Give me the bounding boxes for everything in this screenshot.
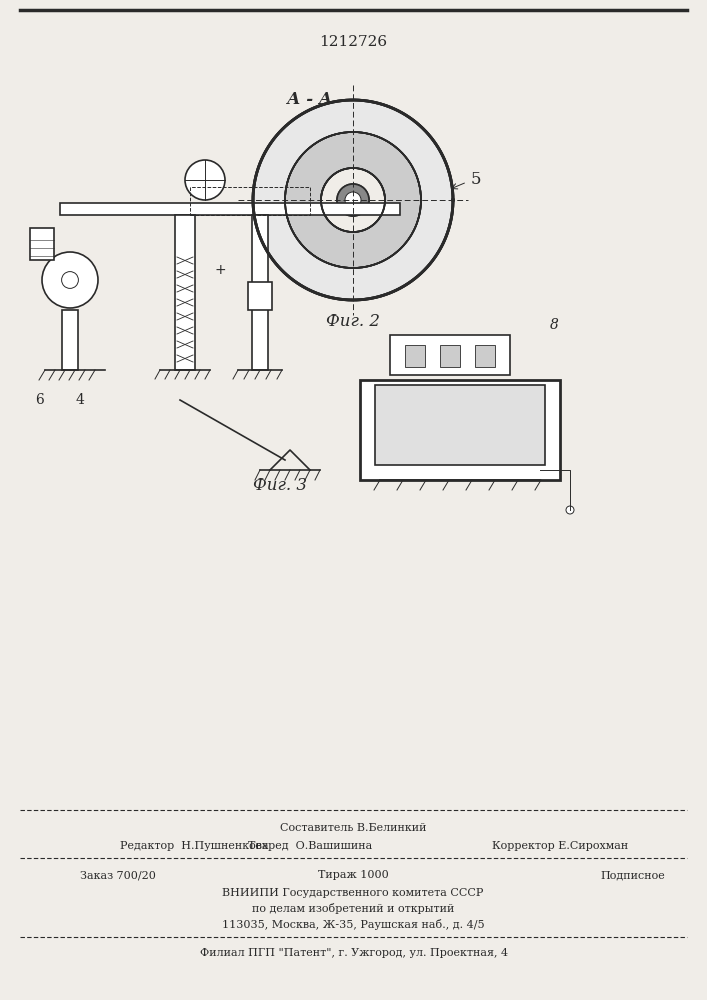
Circle shape [337,184,369,216]
Circle shape [185,160,225,200]
Bar [375,385,545,465]
Circle shape [337,184,369,216]
Text: 8: 8 [550,318,559,332]
Text: Техред  О.Вашишина: Техред О.Вашишина [248,841,372,851]
Text: 6: 6 [35,393,45,407]
Bar [440,345,460,367]
Bar [248,282,272,310]
Text: 1212726: 1212726 [319,35,387,49]
Text: 113035, Москва, Ж-35, Раушская наб., д. 4/5: 113035, Москва, Ж-35, Раушская наб., д. … [222,920,484,930]
Bar [30,228,54,260]
Bar [475,345,495,367]
Text: Тираж 1000: Тираж 1000 [317,870,388,880]
Bar [252,215,268,370]
Circle shape [345,192,361,208]
Text: Филиал ПГП "Патент", г. Ужгород, ул. Проектная, 4: Филиал ПГП "Патент", г. Ужгород, ул. Про… [200,948,508,958]
Text: Редактор  Н.Пушненкова: Редактор Н.Пушненкова [120,841,269,851]
Text: Подписное: Подписное [600,870,665,880]
Text: Фиг. 2: Фиг. 2 [326,314,380,330]
Bar [60,203,400,215]
Bar [390,335,510,375]
Text: Заказ 700/20: Заказ 700/20 [80,870,156,880]
Bar [190,187,310,215]
Text: А - А: А - А [287,92,333,108]
Text: Составитель В.Белинкий: Составитель В.Белинкий [280,823,426,833]
Circle shape [42,252,98,308]
Text: Корректор Е.Сирохман: Корректор Е.Сирохман [492,841,628,851]
Text: 4: 4 [76,393,84,407]
Text: Фиг. 3: Фиг. 3 [253,477,307,493]
Text: по делам изобретений и открытий: по делам изобретений и открытий [252,904,454,914]
Circle shape [566,506,574,514]
Text: +: + [214,263,226,277]
Bar [62,310,78,370]
Bar [405,345,425,367]
Text: 5: 5 [471,172,481,188]
Text: ВНИИПИ Государственного комитета СССР: ВНИИПИ Государственного комитета СССР [222,888,484,898]
Circle shape [62,272,78,288]
Bar [175,215,195,370]
Circle shape [344,191,362,209]
Bar [360,380,560,480]
